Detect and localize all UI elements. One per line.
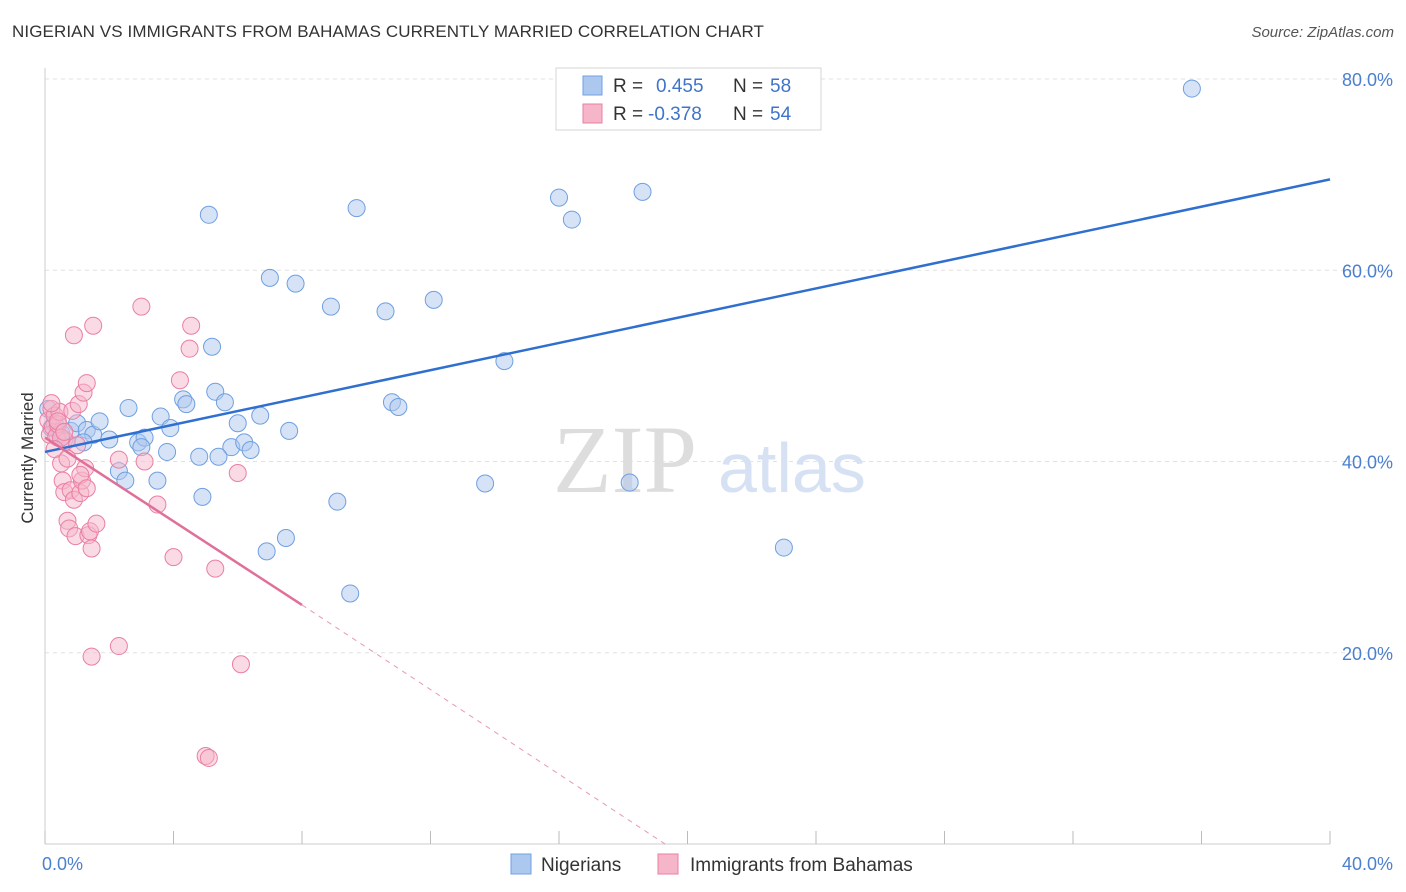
nigerians-point <box>151 407 170 426</box>
legend-n-value-1: 58 <box>770 76 791 97</box>
y-tick-label: 20.0% <box>1342 644 1393 664</box>
nigerians-point <box>119 398 138 417</box>
gridlines <box>45 78 1392 654</box>
nigerians-point <box>280 421 299 440</box>
nigerians-trend-line <box>44 178 1331 454</box>
nigerians-point <box>424 290 443 309</box>
nigerians-point <box>228 414 247 433</box>
bottom-legend-swatch-nigerians <box>510 853 532 875</box>
x-tick-label: 0.0% <box>42 854 83 874</box>
bahamas-point <box>182 316 201 335</box>
nigerians-point <box>161 419 180 438</box>
y-tick-label: 80.0% <box>1342 70 1393 90</box>
axes <box>44 68 1331 845</box>
nigerians-point <box>495 352 514 371</box>
bahamas-point <box>77 479 96 498</box>
nigerians-point <box>774 538 793 557</box>
bahamas-trend-line <box>44 436 303 606</box>
nigerians-point <box>286 274 305 293</box>
bahamas-point <box>64 326 83 345</box>
bahamas-point <box>55 422 74 441</box>
y-tick-labels: 20.0% 40.0% 60.0% 80.0% <box>1342 70 1393 664</box>
bahamas-point <box>132 297 151 316</box>
bahamas-point <box>164 548 183 567</box>
nigerians-point <box>203 337 222 356</box>
bahamas-point <box>109 450 128 469</box>
nigerians-point <box>389 397 408 416</box>
nigerians-point <box>193 487 212 506</box>
nigerians-point <box>251 406 270 425</box>
trend-lines <box>44 178 1331 845</box>
nigerians-point <box>257 542 276 561</box>
legend-r-label-1: R = <box>613 76 643 97</box>
nigerians-point <box>276 529 295 547</box>
nigerians-point <box>215 393 234 412</box>
nigerians-point <box>620 473 639 492</box>
nigerians-point <box>321 297 340 316</box>
legend-n-label-1: N = <box>733 76 763 97</box>
y-tick-label: 40.0% <box>1342 453 1393 473</box>
nigerians-point <box>347 199 366 218</box>
bottom-legend-label-nigerians: Nigerians <box>541 855 621 876</box>
bahamas-point <box>87 514 106 533</box>
x-tick-labels: 0.0% 40.0% <box>42 854 1393 874</box>
bottom-legend-label-bahamas: Immigrants from Bahamas <box>690 855 913 876</box>
nigerians-point <box>90 412 109 431</box>
legend-r-value-1: 0.455 <box>656 76 704 97</box>
bottom-legend-swatch-bahamas <box>657 853 679 875</box>
nigerians-point <box>241 441 260 460</box>
watermark: ZIP atlas <box>553 406 866 513</box>
y-tick-label: 60.0% <box>1342 261 1393 281</box>
legend-swatch-bahamas <box>582 103 603 124</box>
bahamas-point <box>82 539 101 558</box>
legend-r-label-2: R = <box>613 104 643 125</box>
nigerians-point <box>158 442 177 461</box>
watermark-zip: ZIP <box>553 406 697 513</box>
bahamas-point <box>180 339 199 358</box>
bahamas-point <box>199 748 218 767</box>
nigerians-point <box>476 474 495 493</box>
nigerians-point <box>190 447 209 466</box>
nigerians-point <box>1182 79 1201 98</box>
bahamas-point <box>109 637 128 656</box>
bahamas-point <box>206 559 225 578</box>
nigerians-point <box>341 584 360 603</box>
nigerians-point <box>260 268 279 287</box>
y-axis-title: Currently Married <box>18 392 37 523</box>
legend-n-value-2: 54 <box>770 104 792 125</box>
chart-source: Source: ZipAtlas.com <box>1251 24 1394 41</box>
x-tick-label: 40.0% <box>1342 854 1393 874</box>
stats-legend: R = 0.455 N = 58 R = -0.378 N = 54 <box>555 67 822 131</box>
bahamas-point <box>231 655 250 674</box>
bahamas-point <box>135 452 154 471</box>
nigerians-point <box>148 471 167 490</box>
legend-r-value-2: -0.378 <box>648 104 702 125</box>
nigerians-point <box>376 302 395 321</box>
nigerians-point <box>199 205 218 224</box>
bahamas-point <box>170 371 189 390</box>
series-bahamas-points <box>39 297 250 767</box>
chart-title: NIGERIAN VS IMMIGRANTS FROM BAHAMAS CURR… <box>12 22 765 41</box>
bahamas-trend-extension <box>301 604 666 845</box>
bottom-legend: Nigerians Immigrants from Bahamas <box>510 853 913 876</box>
bahamas-point <box>84 316 103 335</box>
nigerians-point <box>550 188 568 207</box>
legend-swatch-nigerians <box>582 75 603 96</box>
watermark-atlas: atlas <box>718 429 866 507</box>
legend-n-label-2: N = <box>733 104 763 125</box>
bahamas-point <box>77 374 96 393</box>
nigerians-point <box>328 492 347 511</box>
bahamas-point <box>82 647 101 666</box>
series-nigerians-points <box>39 79 1201 603</box>
nigerians-point <box>562 210 581 229</box>
bahamas-point <box>228 463 247 482</box>
nigerians-point <box>177 395 196 414</box>
nigerians-point <box>209 447 228 466</box>
bahamas-point <box>42 394 61 413</box>
nigerians-point <box>633 182 652 201</box>
